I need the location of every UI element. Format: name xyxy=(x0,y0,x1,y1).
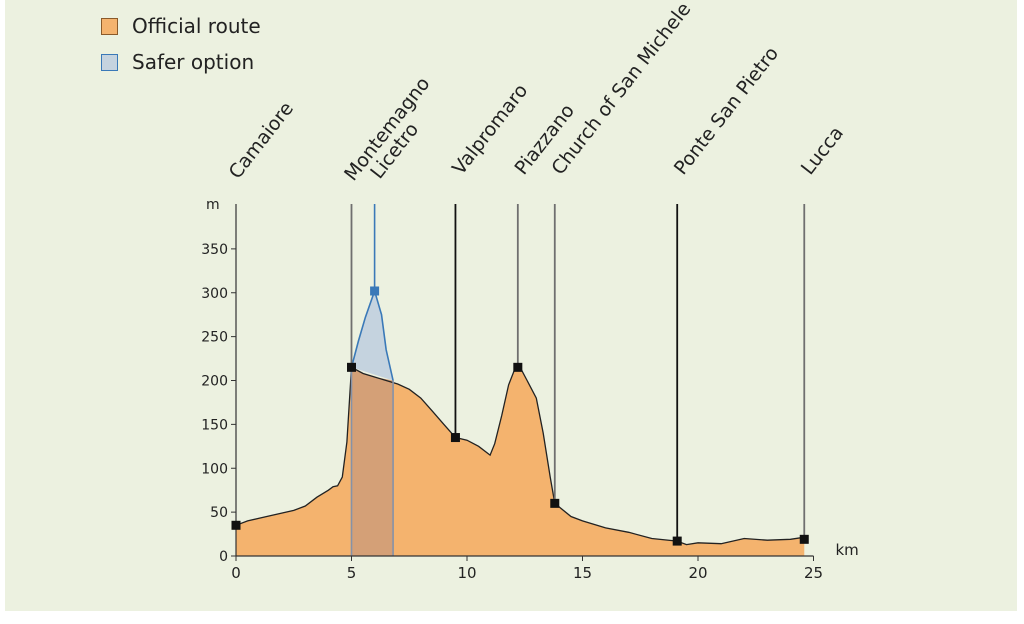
x-tick-label: 20 xyxy=(688,564,707,582)
legend-official: Official route xyxy=(101,14,261,38)
waypoint-label: Camaiore xyxy=(225,98,298,183)
legend-safer-label: Safer option xyxy=(132,50,255,74)
safer-option-band xyxy=(351,367,394,556)
x-tick-label: 15 xyxy=(573,564,592,582)
y-tick-label: 200 xyxy=(201,374,228,390)
y-tick-label: 350 xyxy=(201,242,228,258)
x-tick-label: 25 xyxy=(804,564,823,582)
waypoint-marker xyxy=(672,536,682,546)
waypoint-label: Lucca xyxy=(797,122,848,179)
safer-option-swatch xyxy=(101,53,118,71)
y-tick-label: 250 xyxy=(201,330,228,346)
x-tick-label: 10 xyxy=(457,564,476,582)
official-route-area xyxy=(236,367,805,556)
y-tick-label: 300 xyxy=(201,286,228,302)
waypoint-marker xyxy=(370,286,380,296)
y-tick-label: 50 xyxy=(210,505,228,521)
waypoint-marker xyxy=(550,498,560,508)
waypoint-label: Church of San Michele xyxy=(547,0,695,179)
legend-safer: Safer option xyxy=(101,50,254,74)
x-tick-label: 5 xyxy=(347,564,357,582)
waypoint-marker xyxy=(513,362,523,372)
waypoint-marker xyxy=(799,534,809,544)
legend-official-label: Official route xyxy=(132,14,261,38)
waypoint-marker xyxy=(347,362,356,372)
x-axis-title: km xyxy=(836,541,859,559)
x-tick-label: 0 xyxy=(231,564,241,582)
safer-option-area xyxy=(351,291,394,381)
waypoint-marker xyxy=(450,433,460,443)
y-axis-title: m xyxy=(206,197,220,213)
y-tick-label: 150 xyxy=(201,417,228,433)
waypoint-label: Ponte San Pietro xyxy=(670,43,783,179)
official-route-swatch xyxy=(101,17,118,35)
y-tick-label: 100 xyxy=(201,461,228,477)
waypoint-marker xyxy=(231,520,241,530)
y-tick-label: 0 xyxy=(219,549,228,565)
